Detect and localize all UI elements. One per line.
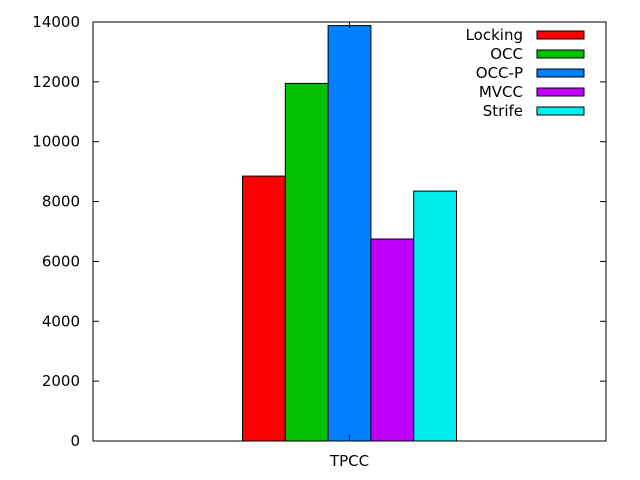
legend-swatch <box>536 30 585 40</box>
plot-frame <box>92 21 607 442</box>
legend-label: MVCC <box>479 83 523 101</box>
y-tick-label: 8000 <box>42 193 80 211</box>
legend-label: OCC-P <box>476 64 523 82</box>
y-tick-label: 10000 <box>32 133 80 151</box>
bars-group <box>242 25 458 442</box>
bar-occ <box>284 82 329 442</box>
legend-swatch <box>536 68 585 78</box>
legend-swatch <box>536 49 585 59</box>
legend-swatch <box>536 87 585 97</box>
axes-group: TPCC 0 2000 4000 6000 8000 10000 12000 14000 <box>32 13 607 470</box>
legend-label: Locking <box>466 26 523 44</box>
y-tick-label: 6000 <box>42 252 80 270</box>
bar-locking <box>242 175 286 442</box>
legend-label: Strife <box>483 102 523 120</box>
legend-label: OCC <box>490 45 523 63</box>
y-tick-label: 0 <box>70 432 80 450</box>
y-tick-label: 12000 <box>32 73 80 91</box>
x-tick-label: TPCC <box>329 452 369 470</box>
y-tick-label: 2000 <box>42 372 80 390</box>
bar-occ-p <box>327 25 372 442</box>
bar-mvcc <box>370 238 415 442</box>
y-tick-label: 14000 <box>32 13 80 31</box>
bar-strife <box>413 190 458 442</box>
legend-swatch <box>536 106 585 116</box>
y-tick-label: 4000 <box>42 312 80 330</box>
